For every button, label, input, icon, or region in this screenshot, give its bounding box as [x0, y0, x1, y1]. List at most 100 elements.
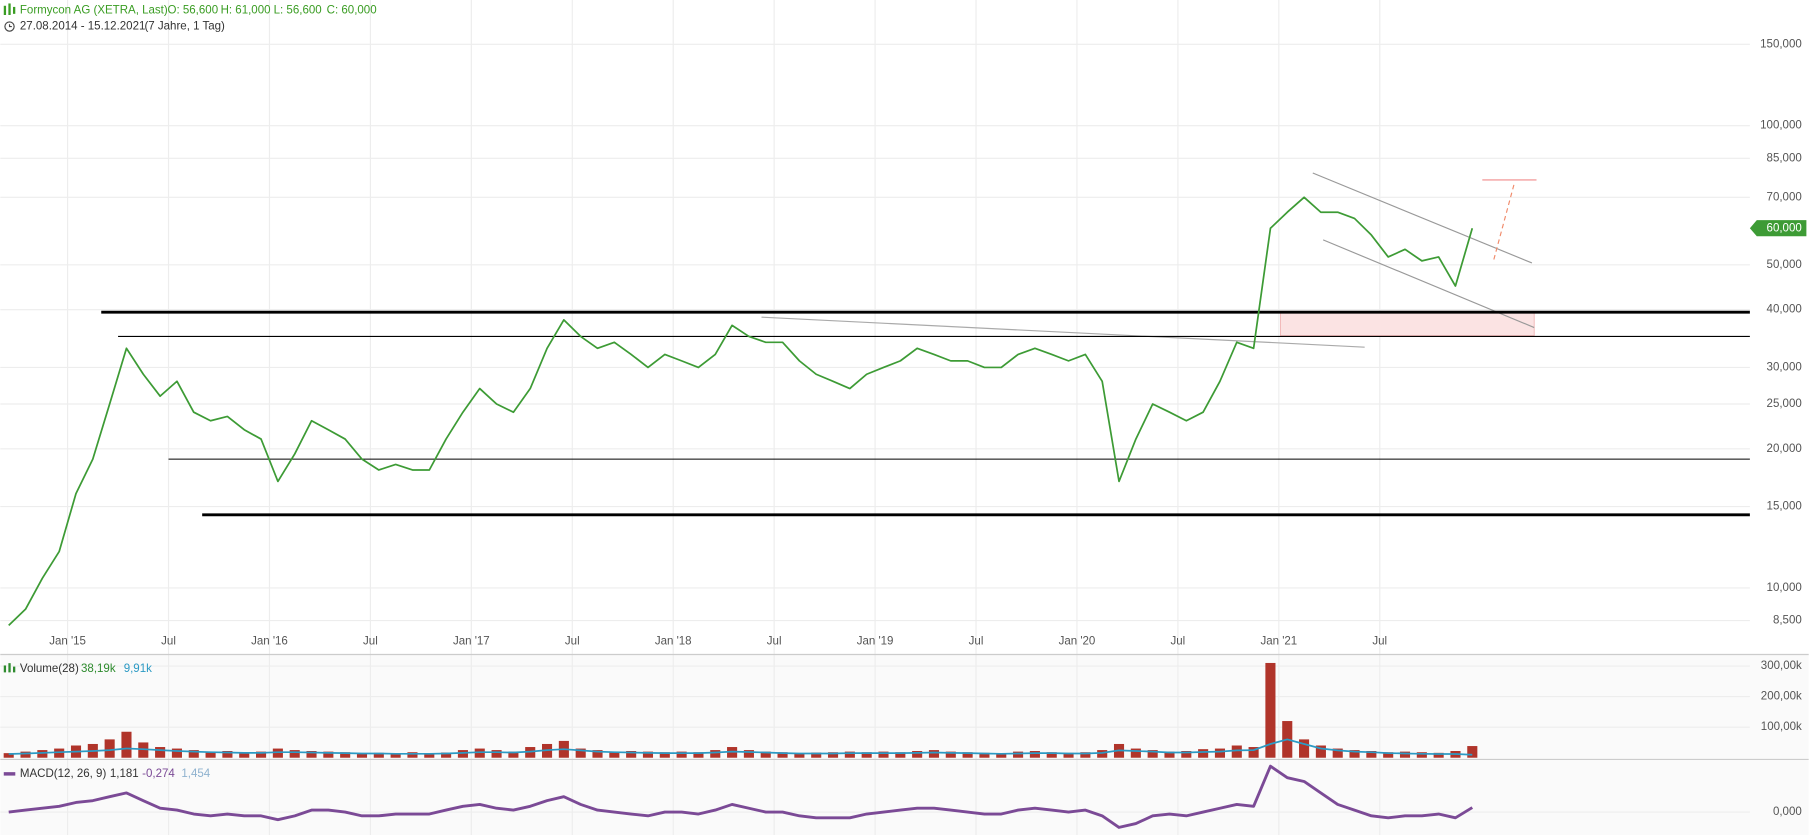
- volume-bar: [743, 750, 754, 758]
- y-tick-label: 25,000: [1767, 398, 1802, 410]
- macd-pane: [0, 760, 1809, 835]
- volume-legend-value: 9,91k: [124, 663, 152, 675]
- y-tick-label: 20,000: [1767, 443, 1802, 455]
- volume-bar: [794, 753, 805, 758]
- volume-bar: [693, 752, 704, 758]
- macd-legend-value: -0,274: [142, 768, 175, 780]
- volume-bar: [777, 752, 788, 758]
- volume-bar: [1349, 750, 1360, 758]
- y-tick-label: 10,000: [1767, 582, 1802, 594]
- x-tick-label: Jan '18: [655, 635, 692, 647]
- header: Formycon AG (XETRA, Last) O: 56,600 H: 6…: [3, 3, 377, 33]
- y-tick-label: 70,000: [1767, 191, 1802, 203]
- volume-bar: [1214, 748, 1226, 758]
- last-price-label: 60,000: [1767, 222, 1802, 234]
- icon: [12, 666, 16, 673]
- x-tick-label: Jul: [969, 635, 984, 647]
- volume-bar: [1029, 751, 1040, 758]
- volume-bar: [1063, 752, 1074, 758]
- x-tick-label: Jul: [363, 635, 378, 647]
- volume-average-line: [8, 738, 1473, 756]
- volume-bar: [441, 752, 452, 758]
- volume-bar: [1299, 739, 1310, 758]
- volume-legend-value: 38,19k: [81, 663, 116, 675]
- volume-bar: [928, 750, 940, 758]
- volume-bar: [457, 750, 468, 758]
- price-line: [8, 196, 1474, 626]
- volume-bar: [996, 753, 1007, 758]
- grid: [0, 0, 1750, 835]
- y-tick-label: 300,00k: [1761, 660, 1802, 672]
- volume-bar: [3, 753, 14, 758]
- y-tick-label: 40,000: [1767, 304, 1802, 316]
- last-price-badge: [1749, 220, 1807, 237]
- volume-bar: [104, 739, 115, 758]
- volume-bar: [760, 751, 771, 758]
- y-tick-label: 85,000: [1767, 152, 1802, 164]
- volume-bar: [138, 742, 149, 758]
- volume-bar: [1416, 752, 1427, 758]
- icon: [8, 3, 11, 15]
- y-tick-label: 50,000: [1767, 259, 1802, 271]
- volume-bar: [878, 751, 889, 758]
- volume-bar: [1231, 745, 1242, 758]
- volume-bar: [1433, 752, 1444, 758]
- volume-bar: [1366, 751, 1377, 758]
- volume-bar: [1198, 749, 1209, 758]
- instrument-title: Formycon AG (XETRA, Last): [20, 4, 168, 16]
- x-tick-label: Jul: [1372, 635, 1387, 647]
- x-tick-label: Jul: [565, 635, 580, 647]
- volume-bar: [474, 748, 485, 758]
- volume-bar: [424, 753, 435, 758]
- volume-bar: [979, 752, 990, 758]
- volume-bar: [1467, 746, 1478, 758]
- volume-bar: [861, 752, 872, 758]
- volume-bar: [340, 752, 351, 758]
- date-range: 27.08.2014 - 15.12.2021: [20, 21, 146, 33]
- volume-bar: [37, 750, 48, 758]
- projection-line: [1493, 182, 1516, 260]
- volume-bar: [1130, 748, 1141, 758]
- macd-legend-value: 1,181: [110, 768, 139, 780]
- volume-pane: [0, 653, 1809, 759]
- volume-bar: [1399, 751, 1411, 758]
- ohlc-high: H: 61,000: [221, 4, 271, 16]
- ohlc-low: L: 56,600: [274, 4, 322, 16]
- volume-bar: [373, 752, 384, 758]
- volume-bar: [323, 751, 334, 758]
- volume-bar: [1080, 752, 1091, 758]
- y-tick-label: 30,000: [1767, 361, 1802, 373]
- volume-bar: [390, 753, 401, 758]
- y-tick-label: 0,000: [1773, 806, 1802, 818]
- macd-label: MACD(12, 26, 9): [20, 768, 107, 780]
- y-tick-label: 100,000: [1760, 120, 1802, 132]
- x-tick-label: Jan '21: [1260, 635, 1297, 647]
- volume-bar: [811, 752, 822, 758]
- volume-bar: [407, 752, 418, 758]
- plot: [3, 196, 1750, 829]
- volume-bar: [676, 751, 687, 758]
- volume-bar: [491, 750, 502, 758]
- x-tick-label: Jan '19: [857, 635, 894, 647]
- volume-bar: [626, 751, 637, 758]
- x-tick-label: Jul: [767, 635, 782, 647]
- volume-bar: [1265, 662, 1276, 758]
- x-tick-label: Jan '20: [1059, 635, 1096, 647]
- volume-bar: [155, 747, 166, 758]
- y-tick-label: 150,000: [1760, 38, 1802, 50]
- volume-bar: [1181, 751, 1192, 758]
- volume-bar: [306, 751, 317, 758]
- x-tick-label: Jan '17: [453, 635, 490, 647]
- volume-bar: [710, 750, 721, 758]
- ohlc-open: O: 56,600: [168, 4, 219, 16]
- volume-bar: [642, 751, 654, 758]
- volume-bar: [1013, 751, 1024, 758]
- volume-bar: [272, 748, 283, 758]
- price-line: [8, 764, 1474, 829]
- trend-line: [761, 316, 1365, 348]
- volume-bar: [575, 748, 586, 758]
- channel-upper: [1312, 172, 1533, 264]
- ohlc-close: C: 60,000: [327, 4, 377, 16]
- volume-bar: [844, 751, 855, 758]
